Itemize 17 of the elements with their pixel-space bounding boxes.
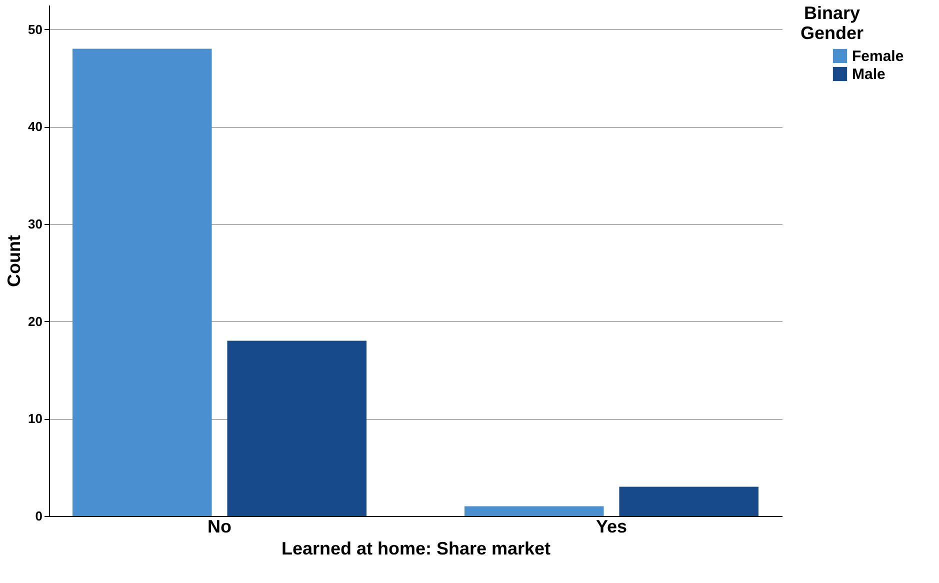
y-tick-label: 10 [28,411,42,426]
y-tick-label: 30 [28,216,42,232]
y-tick-label: 0 [35,508,42,524]
bar [72,48,212,516]
y-tick-label: 50 [28,22,42,37]
legend-label: Female [852,48,904,65]
x-axis-title: Learned at home: Share market [281,538,551,558]
y-tick-label: 20 [28,314,42,329]
x-tick-label: Yes [596,516,628,536]
bar [227,340,367,516]
bar [619,486,758,516]
legend-title: Binary Gender [800,3,864,43]
y-tick-label: 40 [28,119,42,134]
bar [464,506,604,516]
legend-label: Male [852,66,886,83]
y-axis-title: Count [4,235,24,287]
x-tick-label: No [208,516,232,536]
